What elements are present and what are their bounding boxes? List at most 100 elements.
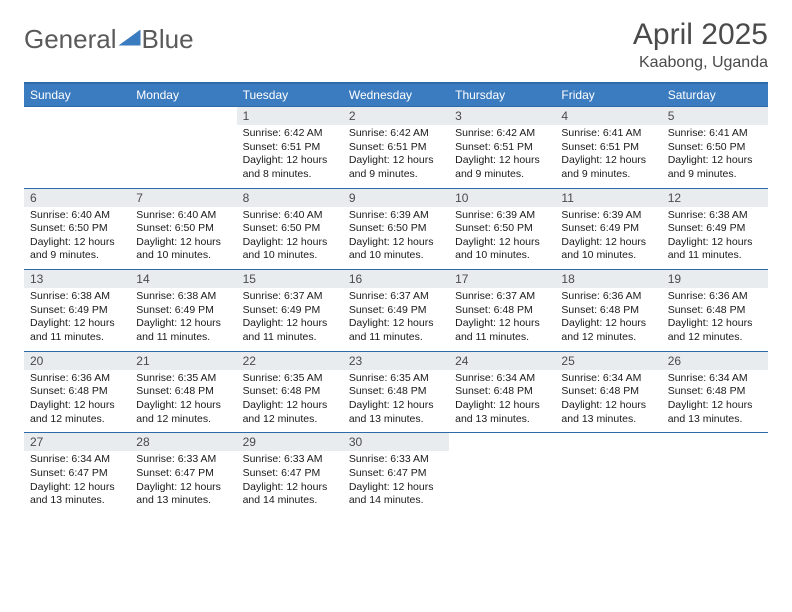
day-details: Sunrise: 6:42 AMSunset: 6:51 PMDaylight:… <box>343 125 449 188</box>
sunrise-line: Sunrise: 6:33 AM <box>243 453 337 467</box>
calendar-cell <box>662 433 768 514</box>
calendar-cell: 20Sunrise: 6:36 AMSunset: 6:48 PMDayligh… <box>24 351 130 433</box>
sunset-line: Sunset: 6:49 PM <box>668 222 762 236</box>
sunrise-line: Sunrise: 6:34 AM <box>668 372 762 386</box>
day-number: 9 <box>343 189 449 207</box>
daylight-line: Daylight: 12 hours and 12 minutes. <box>243 399 337 426</box>
daylight-line: Daylight: 12 hours and 12 minutes. <box>561 317 655 344</box>
day-number: 1 <box>237 107 343 125</box>
sunrise-line: Sunrise: 6:38 AM <box>30 290 124 304</box>
day-details: Sunrise: 6:37 AMSunset: 6:49 PMDaylight:… <box>343 288 449 351</box>
daylight-line: Daylight: 12 hours and 11 minutes. <box>136 317 230 344</box>
day-details: Sunrise: 6:39 AMSunset: 6:49 PMDaylight:… <box>555 207 661 270</box>
sunrise-line: Sunrise: 6:37 AM <box>349 290 443 304</box>
calendar-cell: 24Sunrise: 6:34 AMSunset: 6:48 PMDayligh… <box>449 351 555 433</box>
calendar-cell <box>130 107 236 189</box>
sunrise-line: Sunrise: 6:35 AM <box>349 372 443 386</box>
sunset-line: Sunset: 6:47 PM <box>349 467 443 481</box>
title-block: April 2025 Kaabong, Uganda <box>633 18 768 72</box>
day-number <box>24 107 130 125</box>
day-details: Sunrise: 6:42 AMSunset: 6:51 PMDaylight:… <box>449 125 555 188</box>
sunset-line: Sunset: 6:50 PM <box>30 222 124 236</box>
sunset-line: Sunset: 6:49 PM <box>349 304 443 318</box>
day-details: Sunrise: 6:34 AMSunset: 6:48 PMDaylight:… <box>449 370 555 433</box>
day-details: Sunrise: 6:39 AMSunset: 6:50 PMDaylight:… <box>343 207 449 270</box>
day-details: Sunrise: 6:35 AMSunset: 6:48 PMDaylight:… <box>343 370 449 433</box>
day-details: Sunrise: 6:36 AMSunset: 6:48 PMDaylight:… <box>24 370 130 433</box>
sunset-line: Sunset: 6:50 PM <box>243 222 337 236</box>
daylight-line: Daylight: 12 hours and 11 minutes. <box>668 236 762 263</box>
calendar-body: 1Sunrise: 6:42 AMSunset: 6:51 PMDaylight… <box>24 107 768 514</box>
sunrise-line: Sunrise: 6:34 AM <box>561 372 655 386</box>
day-details: Sunrise: 6:39 AMSunset: 6:50 PMDaylight:… <box>449 207 555 270</box>
sunrise-line: Sunrise: 6:33 AM <box>349 453 443 467</box>
sunrise-line: Sunrise: 6:40 AM <box>136 209 230 223</box>
day-number: 22 <box>237 352 343 370</box>
brand-logo: GeneralBlue <box>24 18 194 55</box>
sunset-line: Sunset: 6:49 PM <box>561 222 655 236</box>
day-header: Thursday <box>449 83 555 107</box>
calendar-cell: 19Sunrise: 6:36 AMSunset: 6:48 PMDayligh… <box>662 270 768 352</box>
day-number <box>662 433 768 451</box>
daylight-line: Daylight: 12 hours and 11 minutes. <box>349 317 443 344</box>
daylight-line: Daylight: 12 hours and 14 minutes. <box>243 481 337 508</box>
daylight-line: Daylight: 12 hours and 9 minutes. <box>455 154 549 181</box>
calendar-cell: 15Sunrise: 6:37 AMSunset: 6:49 PMDayligh… <box>237 270 343 352</box>
sunset-line: Sunset: 6:50 PM <box>668 141 762 155</box>
calendar-cell: 8Sunrise: 6:40 AMSunset: 6:50 PMDaylight… <box>237 188 343 270</box>
calendar-cell: 5Sunrise: 6:41 AMSunset: 6:50 PMDaylight… <box>662 107 768 189</box>
page-header: GeneralBlue April 2025 Kaabong, Uganda <box>24 18 768 72</box>
sunrise-line: Sunrise: 6:38 AM <box>136 290 230 304</box>
calendar-cell: 27Sunrise: 6:34 AMSunset: 6:47 PMDayligh… <box>24 433 130 514</box>
day-number: 19 <box>662 270 768 288</box>
sunset-line: Sunset: 6:48 PM <box>349 385 443 399</box>
day-number: 28 <box>130 433 236 451</box>
sunset-line: Sunset: 6:49 PM <box>136 304 230 318</box>
daylight-line: Daylight: 12 hours and 8 minutes. <box>243 154 337 181</box>
calendar-week: 13Sunrise: 6:38 AMSunset: 6:49 PMDayligh… <box>24 270 768 352</box>
daylight-line: Daylight: 12 hours and 10 minutes. <box>349 236 443 263</box>
calendar-cell <box>555 433 661 514</box>
sunrise-line: Sunrise: 6:33 AM <box>136 453 230 467</box>
sunset-line: Sunset: 6:51 PM <box>349 141 443 155</box>
daylight-line: Daylight: 12 hours and 12 minutes. <box>668 317 762 344</box>
calendar-header-row: SundayMondayTuesdayWednesdayThursdayFrid… <box>24 83 768 107</box>
sunrise-line: Sunrise: 6:36 AM <box>30 372 124 386</box>
calendar-cell <box>24 107 130 189</box>
day-details: Sunrise: 6:36 AMSunset: 6:48 PMDaylight:… <box>555 288 661 351</box>
day-number: 24 <box>449 352 555 370</box>
calendar-cell: 13Sunrise: 6:38 AMSunset: 6:49 PMDayligh… <box>24 270 130 352</box>
daylight-line: Daylight: 12 hours and 10 minutes. <box>455 236 549 263</box>
day-number: 17 <box>449 270 555 288</box>
daylight-line: Daylight: 12 hours and 12 minutes. <box>30 399 124 426</box>
calendar-cell: 25Sunrise: 6:34 AMSunset: 6:48 PMDayligh… <box>555 351 661 433</box>
sunset-line: Sunset: 6:47 PM <box>136 467 230 481</box>
calendar-cell: 16Sunrise: 6:37 AMSunset: 6:49 PMDayligh… <box>343 270 449 352</box>
sunset-line: Sunset: 6:51 PM <box>561 141 655 155</box>
daylight-line: Daylight: 12 hours and 11 minutes. <box>243 317 337 344</box>
calendar-table: SundayMondayTuesdayWednesdayThursdayFrid… <box>24 82 768 514</box>
day-number <box>130 107 236 125</box>
sunset-line: Sunset: 6:50 PM <box>349 222 443 236</box>
daylight-line: Daylight: 12 hours and 13 minutes. <box>30 481 124 508</box>
calendar-cell: 30Sunrise: 6:33 AMSunset: 6:47 PMDayligh… <box>343 433 449 514</box>
brand-part2: Blue <box>142 24 194 55</box>
day-number <box>555 433 661 451</box>
day-number: 8 <box>237 189 343 207</box>
calendar-week: 27Sunrise: 6:34 AMSunset: 6:47 PMDayligh… <box>24 433 768 514</box>
day-header: Wednesday <box>343 83 449 107</box>
day-header: Saturday <box>662 83 768 107</box>
sunrise-line: Sunrise: 6:40 AM <box>30 209 124 223</box>
sunrise-line: Sunrise: 6:37 AM <box>455 290 549 304</box>
day-details <box>662 451 768 509</box>
day-number: 27 <box>24 433 130 451</box>
calendar-cell: 28Sunrise: 6:33 AMSunset: 6:47 PMDayligh… <box>130 433 236 514</box>
day-details: Sunrise: 6:34 AMSunset: 6:48 PMDaylight:… <box>555 370 661 433</box>
day-number: 4 <box>555 107 661 125</box>
calendar-cell: 11Sunrise: 6:39 AMSunset: 6:49 PMDayligh… <box>555 188 661 270</box>
month-title: April 2025 <box>633 18 768 52</box>
sunset-line: Sunset: 6:48 PM <box>668 385 762 399</box>
day-number: 2 <box>343 107 449 125</box>
day-number <box>449 433 555 451</box>
sunrise-line: Sunrise: 6:39 AM <box>561 209 655 223</box>
